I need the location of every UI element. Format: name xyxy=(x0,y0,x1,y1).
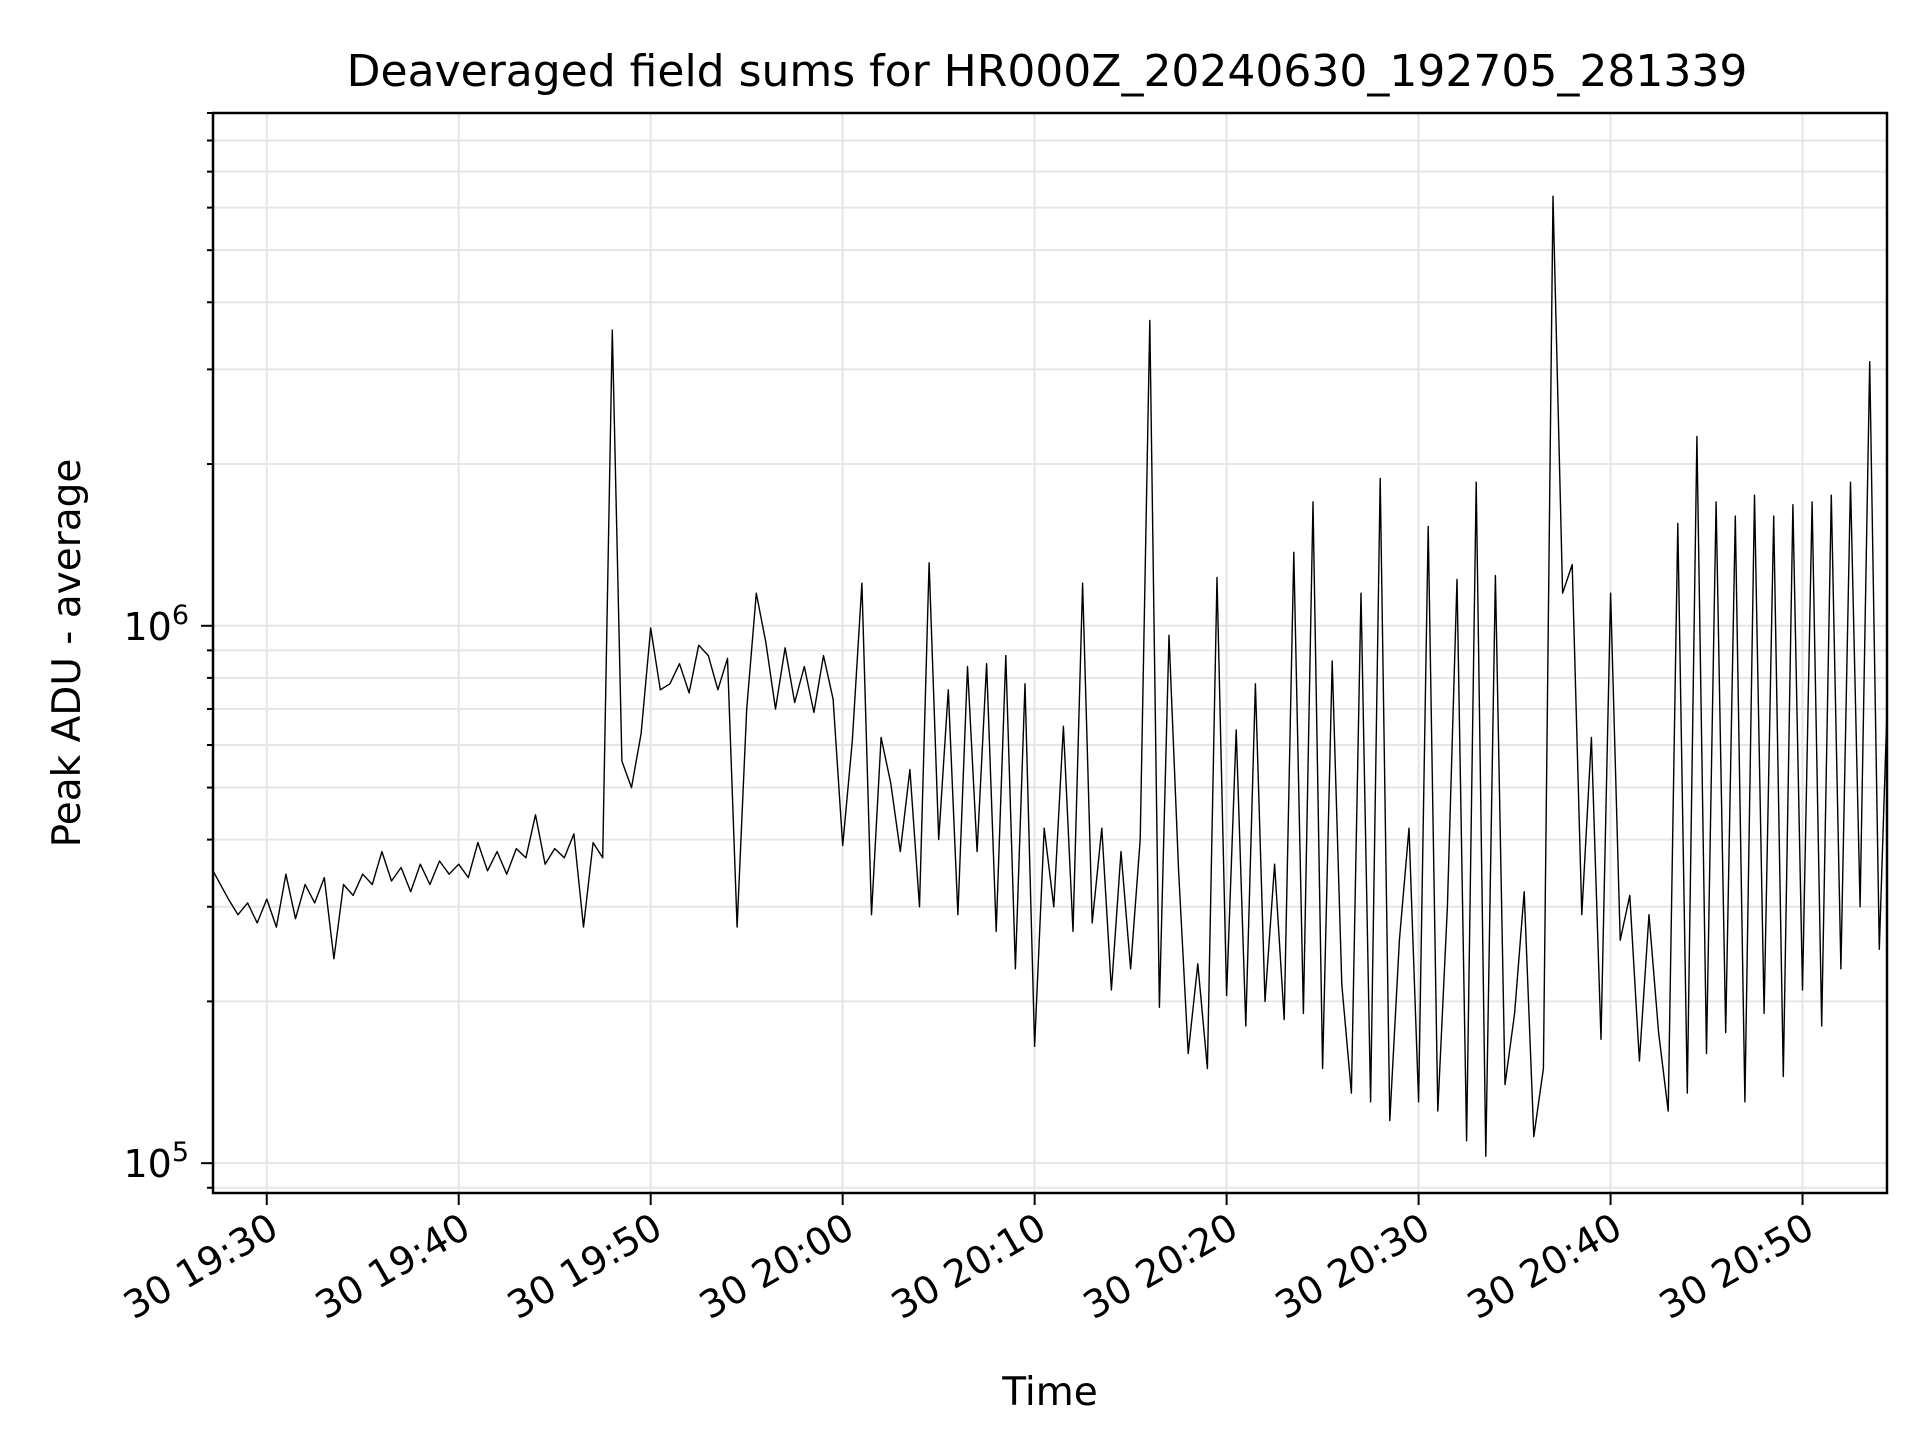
y-tick-exponent: 5 xyxy=(172,1137,189,1168)
x-tick-label: 30 20:40 xyxy=(1460,1205,1629,1328)
x-axis-ticks: 30 19:30 30 19:40 30 19:50 30 20:00 30 20:10… xyxy=(116,1193,1821,1328)
x-tick-label: 30 19:30 xyxy=(116,1205,285,1328)
y-axis-label: Peak ADU - average xyxy=(45,459,90,848)
chart-title: Deaveraged field sums for HR000Z_2024063… xyxy=(347,46,1748,97)
data-series-line xyxy=(212,195,1888,1157)
y-tick-label: 105 xyxy=(123,1137,189,1186)
y-tick-label: 106 xyxy=(123,600,189,649)
x-tick-label: 30 20:20 xyxy=(1076,1205,1245,1328)
x-tick-label: 30 20:30 xyxy=(1268,1205,1437,1328)
x-tick-label: 30 19:40 xyxy=(308,1205,477,1328)
plot-frame xyxy=(211,111,1889,1195)
x-tick-label: 30 20:10 xyxy=(884,1205,1053,1328)
x-tick-label: 30 19:50 xyxy=(500,1205,669,1328)
x-tick-label: 30 20:50 xyxy=(1652,1205,1821,1328)
y-tick-exponent: 6 xyxy=(172,600,189,631)
y-tick-base: 10 xyxy=(123,1142,171,1186)
y-tick-base: 10 xyxy=(123,605,171,649)
x-axis-label: Time xyxy=(1001,1370,1097,1415)
grid xyxy=(213,112,1887,1193)
x-tick-label: 30 20:00 xyxy=(692,1205,861,1328)
